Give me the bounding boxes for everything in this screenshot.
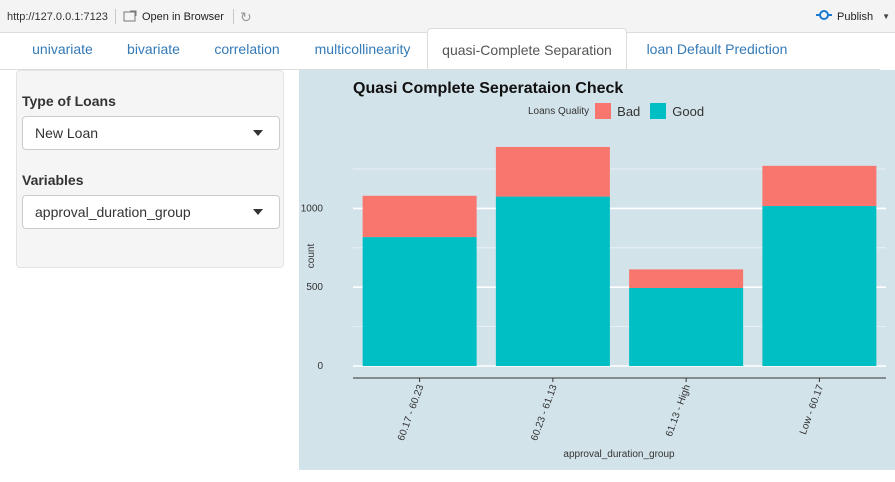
x-tick-label: 61.13 - High <box>664 383 693 438</box>
chevron-down-icon: ▼ <box>882 12 890 21</box>
x-axis-title: approval_duration_group <box>563 449 675 460</box>
bar-good <box>762 206 877 366</box>
publish-icon <box>816 9 832 24</box>
legend-title: Loans Quality <box>528 105 590 117</box>
y-tick-label: 0 <box>317 361 323 372</box>
y-tick-label: 500 <box>306 282 323 293</box>
tab-underline <box>0 69 880 70</box>
open-in-browser-label: Open in Browser <box>142 11 224 23</box>
viewer-toolbar: http://127.0.0.1:7123 Open in Browser ↻ … <box>0 0 895 33</box>
x-tick-label: 60.17 - 60.23 <box>396 383 427 443</box>
tab-loan-default-prediction[interactable]: loan Default Prediction <box>646 41 788 57</box>
toolbar-divider <box>115 9 116 24</box>
legend-label-good: Good <box>672 103 705 119</box>
legend-key-bad <box>595 103 612 119</box>
publish-label: Publish <box>837 10 874 23</box>
toolbar-divider <box>233 9 234 24</box>
bar-bad <box>362 195 477 238</box>
tab-bar: univariate bivariate correlation multico… <box>16 28 880 70</box>
chart-title: Quasi Complete Seperataion Check <box>353 80 624 97</box>
publish-button[interactable]: Publish ▼ <box>816 9 890 24</box>
sidebar-panel: Type of Loans New Loan Variables approva… <box>16 70 284 268</box>
tab-correlation[interactable]: correlation <box>214 41 280 57</box>
y-tick-label: 1000 <box>301 203 324 214</box>
refresh-icon[interactable]: ↻ <box>240 9 252 25</box>
open-in-browser-button[interactable]: Open in Browser <box>123 9 224 25</box>
dropdown-caret-icon <box>253 209 263 215</box>
variables-select[interactable]: approval_duration_group <box>22 195 280 229</box>
legend-key-good <box>650 103 667 119</box>
loan-type-label: Type of Loans <box>22 93 116 109</box>
bar-bad <box>495 146 610 197</box>
chart-panel: Quasi Complete Seperataion Check Loans Q… <box>299 70 895 470</box>
variables-value: approval_duration_group <box>35 204 191 220</box>
loan-type-select[interactable]: New Loan <box>22 116 280 150</box>
bar-good <box>629 287 744 366</box>
open-in-browser-icon <box>123 10 137 25</box>
variables-label: Variables <box>22 172 84 188</box>
tab-univariate[interactable]: univariate <box>32 41 93 57</box>
url-text: http://127.0.0.1:7123 <box>7 11 108 23</box>
bar-good <box>495 196 610 366</box>
y-axis-title: count <box>306 244 317 269</box>
stacked-bar-chart: 0 500 1000 60.17 - 60.23 60.23 - 61.13 61.13 … <box>301 146 886 460</box>
tab-bivariate[interactable]: bivariate <box>127 41 180 57</box>
tab-multicollinearity[interactable]: multicollinearity <box>314 41 411 57</box>
loan-type-value: New Loan <box>35 125 99 141</box>
bar-good <box>362 237 477 366</box>
tab-quasi-complete-separation[interactable]: quasi-Complete Separation <box>427 28 627 70</box>
bar-bad <box>629 269 744 288</box>
legend-label-bad: Bad <box>617 103 641 119</box>
dropdown-caret-icon <box>253 130 263 136</box>
x-tick-label: Low - 60.17 <box>798 383 826 436</box>
chart-legend: Loans Quality Bad Good <box>528 103 714 119</box>
bar-bad <box>762 165 877 207</box>
x-tick-label: 60.23 - 61.13 <box>529 383 560 443</box>
